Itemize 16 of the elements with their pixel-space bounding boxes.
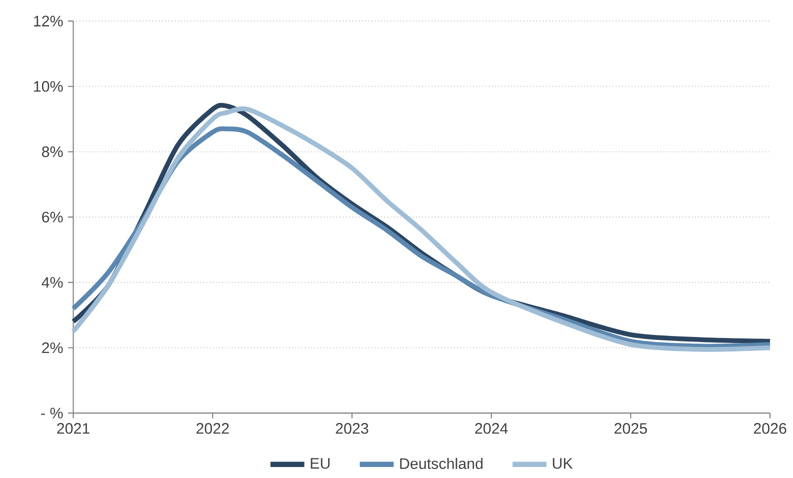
x-tick-label: 2023: [336, 423, 368, 434]
y-tick-label: 12%: [34, 16, 63, 27]
y-tick-label: - %: [41, 408, 63, 418]
x-tick-label: 2026: [754, 423, 786, 434]
y-tick-label: 6%: [42, 212, 63, 223]
y-tick-label: 4%: [42, 277, 63, 288]
x-tick-label: 2024: [475, 423, 508, 434]
x-tick-label: 2025: [614, 423, 647, 434]
legend-label: EU: [310, 458, 330, 469]
y-tick-label: 10%: [34, 81, 63, 92]
legend-label: Deutschland: [400, 458, 482, 470]
y-tick-label: 2%: [42, 342, 63, 354]
legend-label: UK: [552, 458, 573, 469]
x-tick-label: 2022: [196, 423, 229, 434]
x-tick-label: 2021: [57, 423, 90, 434]
y-tick-label: 8%: [42, 146, 63, 158]
